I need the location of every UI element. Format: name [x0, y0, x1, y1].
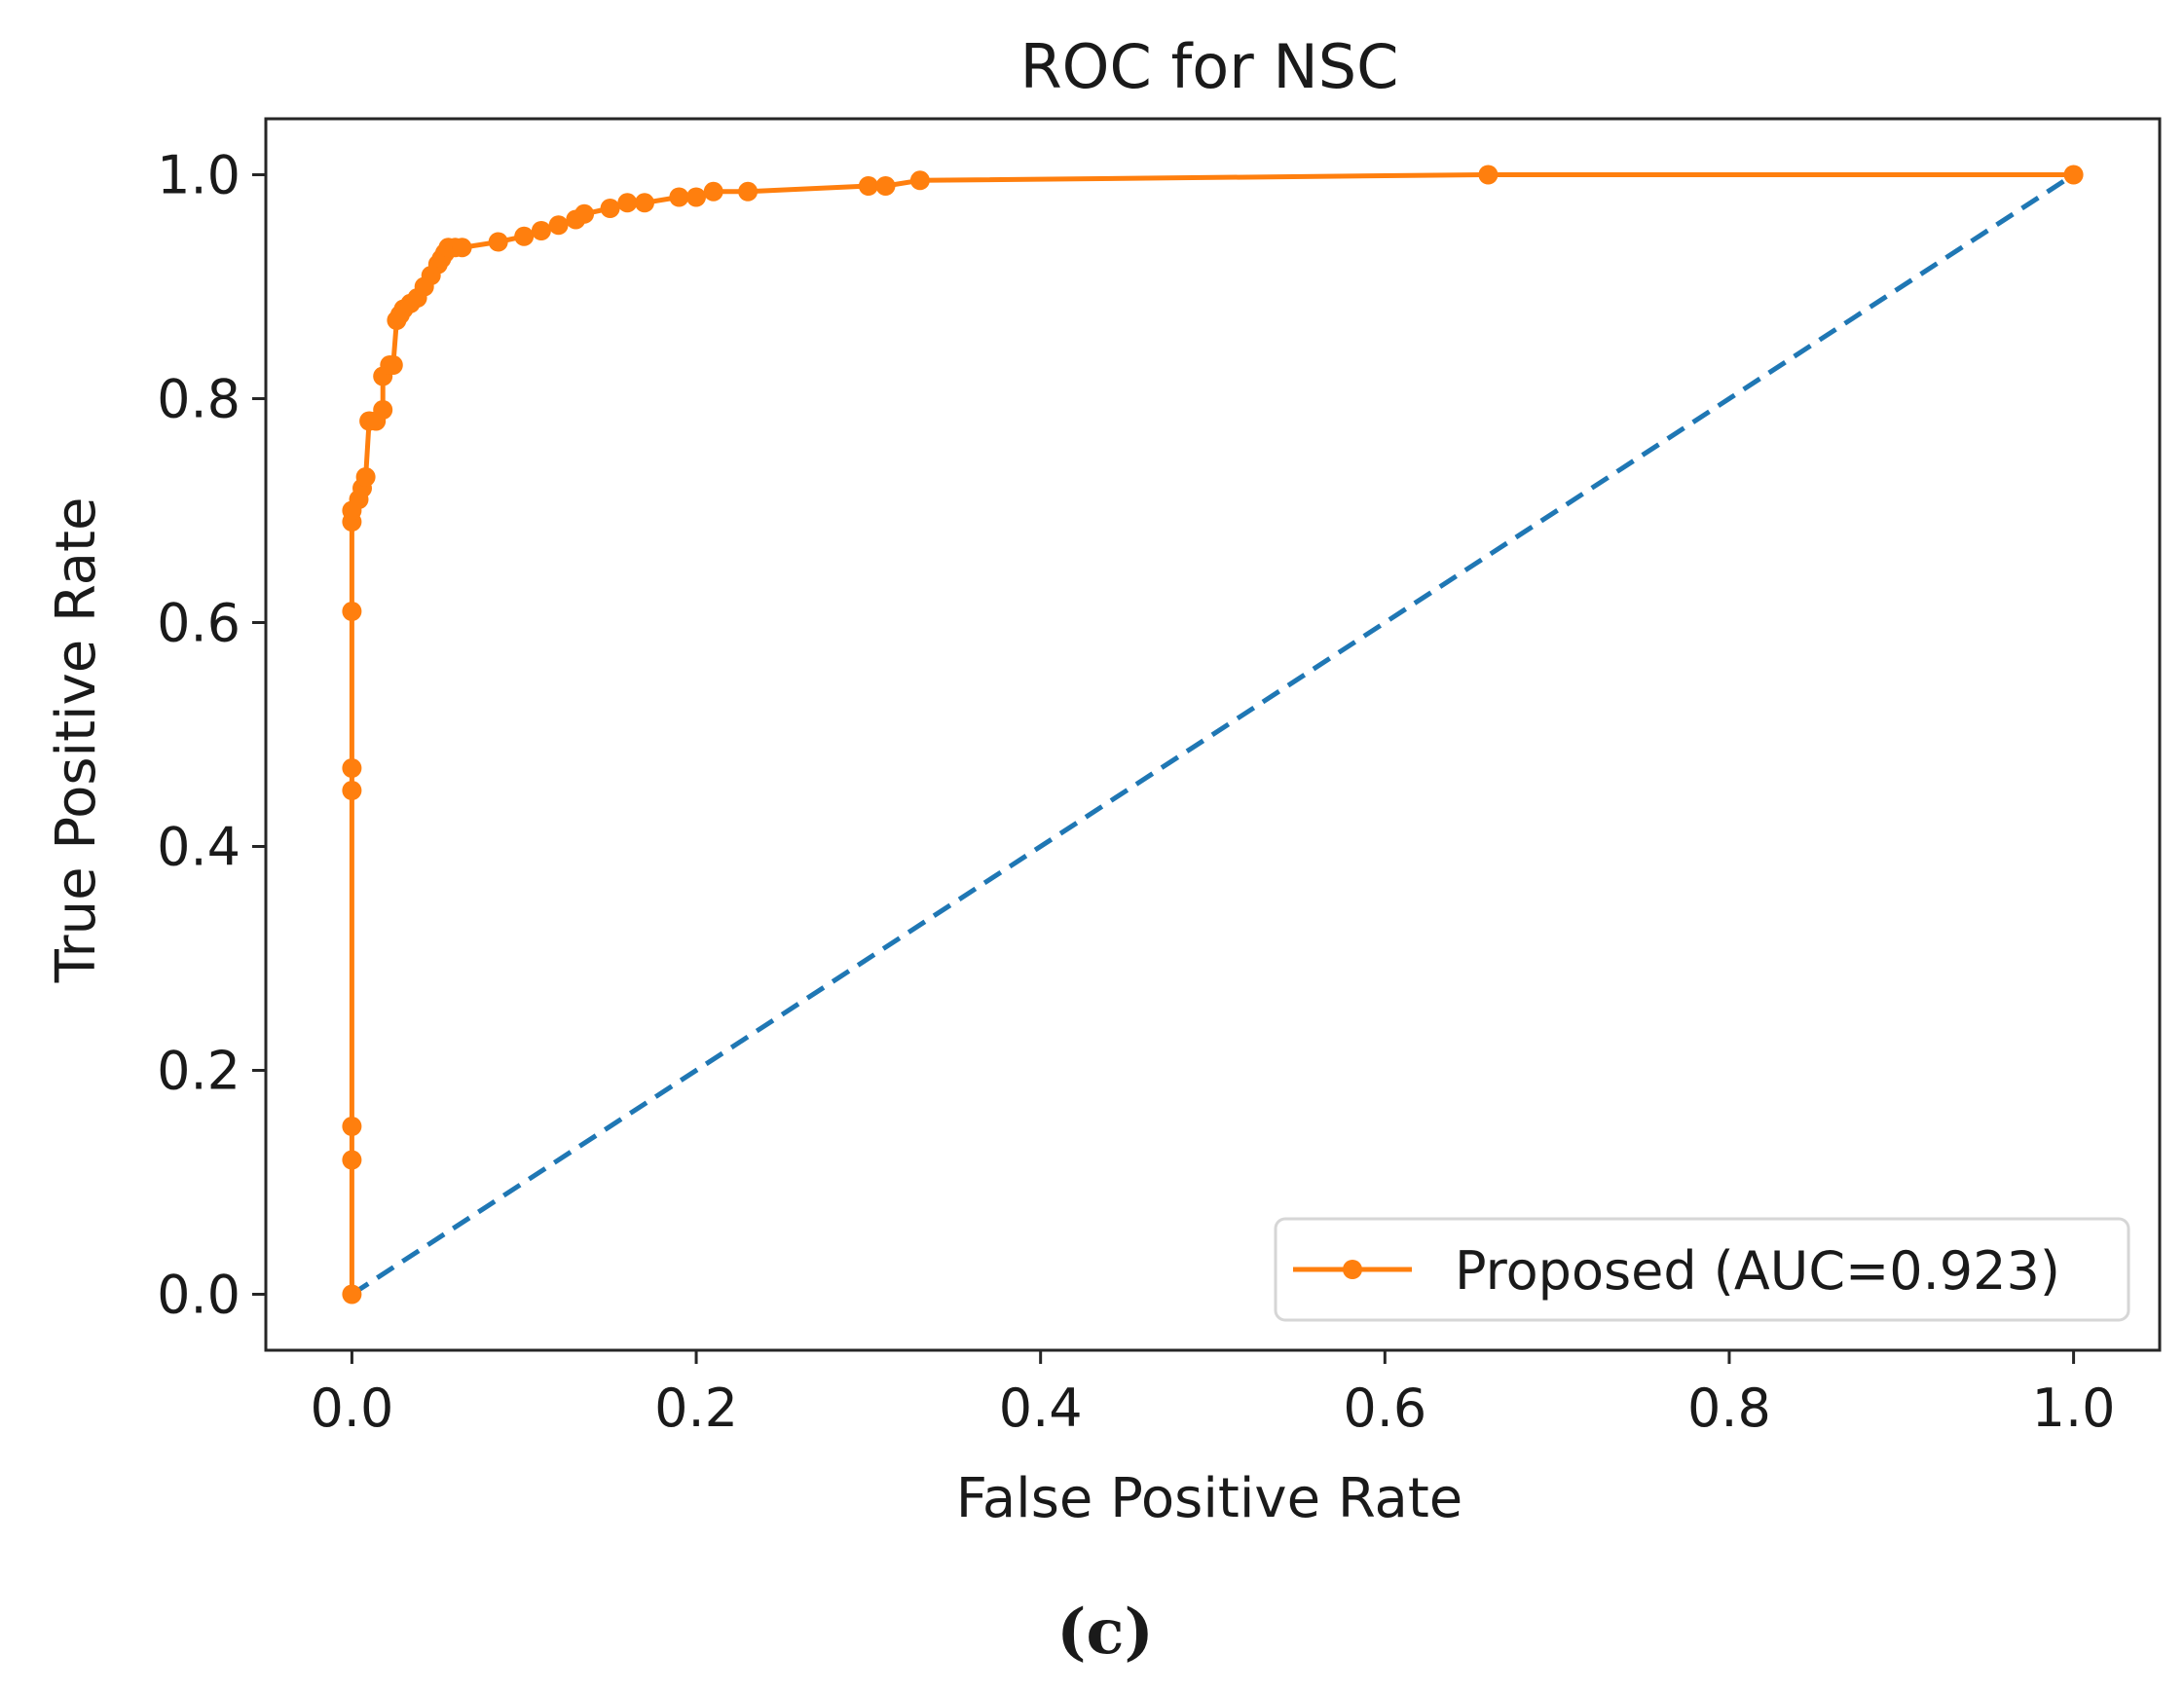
axes-frame	[264, 117, 2162, 1352]
roc-point	[452, 238, 472, 258]
roc-point	[635, 193, 654, 213]
baseline-diagonal-line	[351, 172, 2075, 1297]
roc-point	[373, 400, 393, 420]
y-tick-label: 0.8	[157, 369, 241, 430]
roc-point	[488, 232, 508, 252]
x-tick-label: 0.2	[654, 1378, 738, 1439]
chart-title: ROC for NSC	[1020, 31, 1399, 102]
roc-point	[574, 203, 595, 224]
roc-point	[531, 221, 551, 240]
roc-point	[738, 181, 759, 202]
roc-point	[342, 1117, 362, 1136]
roc-point	[342, 781, 362, 800]
roc-point	[600, 199, 620, 218]
x-tick-label: 0.0	[310, 1378, 393, 1439]
x-tick-label: 0.4	[999, 1378, 1083, 1439]
y-tick-label: 1.0	[157, 145, 241, 206]
roc-point	[875, 176, 896, 196]
roc-point	[342, 1284, 362, 1304]
figure-caption: (c)	[1056, 1596, 1154, 1669]
roc-point	[342, 602, 362, 621]
roc-point	[355, 467, 376, 487]
roc-point	[342, 1150, 362, 1170]
roc-point	[858, 176, 878, 196]
y-tick-label: 0.0	[157, 1265, 241, 1326]
roc-point	[669, 187, 689, 207]
roc-point	[342, 758, 362, 778]
roc-point	[617, 193, 638, 213]
roc-point	[909, 170, 930, 191]
roc-point	[548, 215, 569, 236]
legend-label: Proposed (AUC=0.923)	[1455, 1240, 2060, 1302]
roc-point	[703, 181, 723, 202]
x-tick-label: 0.6	[1343, 1378, 1426, 1439]
y-tick-label: 0.4	[157, 817, 241, 878]
legend-box	[1274, 1217, 2130, 1322]
legend: Proposed (AUC=0.923)	[1274, 1217, 2130, 1322]
y-axis-label: True Positive Rate	[45, 497, 108, 984]
legend-marker-swatch	[1343, 1260, 1362, 1279]
roc-point	[2063, 165, 2084, 185]
series-layer	[342, 165, 2084, 1304]
x-axis-label: False Positive Rate	[956, 1467, 1462, 1530]
y-tick-label: 0.2	[157, 1041, 241, 1102]
roc-point	[514, 226, 535, 246]
roc-point	[1478, 165, 1499, 185]
roc-point	[383, 355, 403, 375]
x-axis: 0.0 0.2 0.4 0.6 0.8 1.0	[310, 1350, 2116, 1439]
roc-point	[686, 187, 706, 207]
y-axis: 0.0 0.2 0.4 0.6 0.8 1.0	[157, 145, 266, 1326]
y-tick-label: 0.6	[157, 593, 241, 654]
x-tick-label: 1.0	[2032, 1378, 2116, 1439]
plot-area: 0.0 0.2 0.4 0.6 0.8 1.0 0.0 0.2 0.4 0.6 0.8 1.0 Pr…	[157, 117, 2162, 1439]
x-tick-label: 0.8	[1687, 1378, 1771, 1439]
